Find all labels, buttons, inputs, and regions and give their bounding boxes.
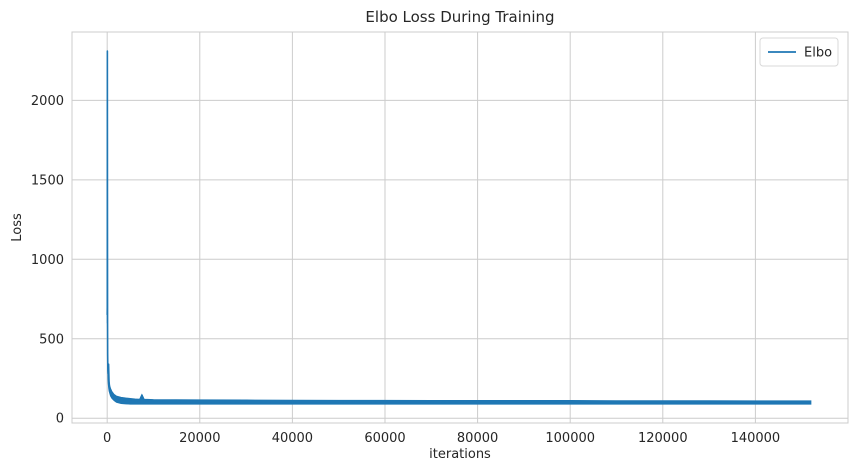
grid bbox=[72, 32, 848, 423]
legend-label-elbo: Elbo bbox=[804, 46, 832, 61]
y-axis-label: Loss bbox=[10, 213, 25, 242]
y-tick-label: 0 bbox=[56, 412, 64, 427]
x-tick-label: 0 bbox=[103, 431, 111, 446]
x-tick-label: 120000 bbox=[638, 431, 688, 446]
y-tick-label: 500 bbox=[39, 332, 64, 347]
y-tick-labels: 0 500 1000 1500 2000 bbox=[31, 94, 64, 427]
x-tick-label: 40000 bbox=[272, 431, 313, 446]
y-tick-label: 1000 bbox=[31, 253, 64, 268]
loss-band bbox=[106, 51, 812, 405]
y-tick-label: 1500 bbox=[31, 173, 64, 188]
x-tick-label: 140000 bbox=[731, 431, 781, 446]
x-tick-label: 100000 bbox=[545, 431, 595, 446]
x-tick-label: 20000 bbox=[179, 431, 220, 446]
legend: Elbo bbox=[759, 37, 839, 67]
x-tick-label: 80000 bbox=[457, 431, 498, 446]
x-axis-label: iterations bbox=[429, 447, 491, 462]
chart-title: Elbo Loss During Training bbox=[365, 8, 554, 26]
series-layer bbox=[106, 50, 811, 404]
series-elbo-line bbox=[106, 50, 811, 404]
x-tick-labels: 0 20000 40000 60000 80000 100000 120000 140000 bbox=[103, 431, 780, 446]
plot-area bbox=[72, 32, 848, 423]
y-tick-label: 2000 bbox=[31, 94, 64, 109]
x-tick-label: 60000 bbox=[364, 431, 405, 446]
legend-box bbox=[759, 37, 839, 67]
series-elbo-band bbox=[106, 51, 812, 405]
plot-frame bbox=[71, 31, 849, 424]
